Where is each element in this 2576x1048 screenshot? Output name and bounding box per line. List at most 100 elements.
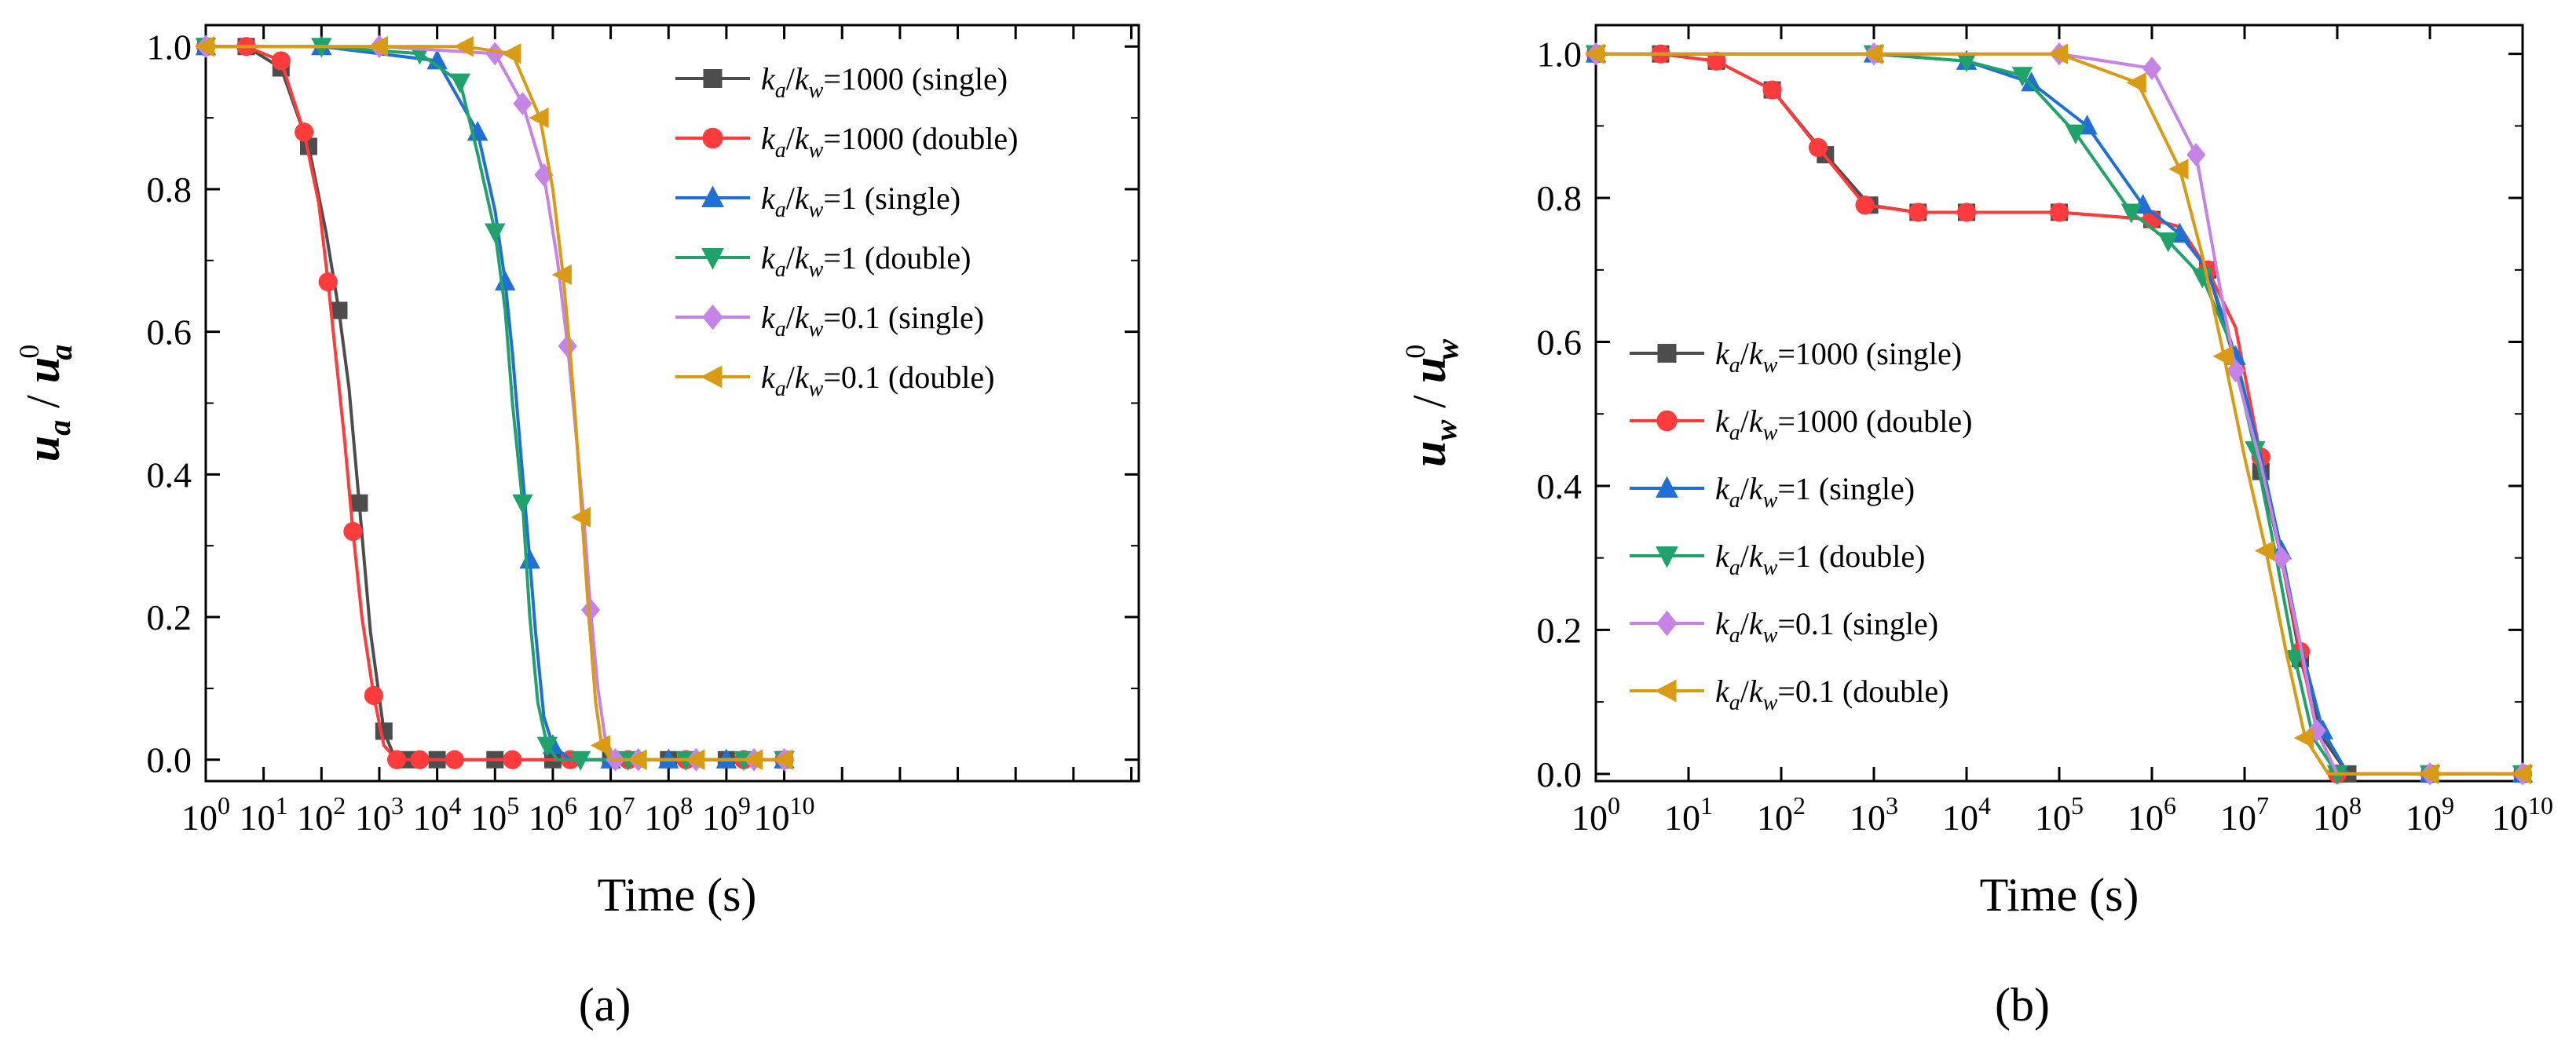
x-axis-title: Time (s) [1980, 869, 2139, 921]
y-tick-label: 0.0 [147, 740, 192, 780]
data-point [2271, 546, 2292, 570]
data-point [318, 272, 338, 292]
data-point [2511, 763, 2531, 785]
series-line [1596, 52, 2523, 776]
data-point [1908, 203, 1928, 222]
x-tick-label: 1010 [754, 791, 815, 838]
series-5 [194, 36, 793, 770]
data-point [495, 270, 516, 291]
x-tick-label: 105 [2035, 791, 2084, 838]
data-point [343, 521, 363, 542]
x-tick-label: 102 [297, 791, 346, 838]
x-axis-title: Time (s) [598, 869, 757, 921]
data-point [570, 506, 591, 528]
data-point [551, 264, 572, 286]
y-tick-label: 1.0 [147, 27, 192, 67]
data-point [2186, 143, 2206, 166]
x-tick-label: 107 [587, 791, 635, 838]
legend-marker [1654, 679, 1677, 703]
series-4 [196, 35, 794, 772]
data-point [364, 685, 383, 706]
data-point [299, 137, 317, 155]
series-2 [195, 35, 795, 769]
series-1 [196, 37, 794, 769]
x-tick-label: 105 [470, 791, 519, 838]
series-line [1596, 52, 2523, 776]
legend-label: ka/kw=1000 (single) [761, 61, 1008, 103]
data-point [503, 750, 522, 769]
x-tick-label: 1010 [2492, 791, 2553, 838]
series-line [206, 45, 785, 761]
data-point [513, 92, 532, 115]
data-point [368, 36, 388, 57]
x-tick-label: 109 [702, 791, 751, 838]
series-line [1596, 52, 2523, 776]
series-line [206, 45, 785, 761]
data-point [2293, 727, 2314, 749]
data-point [2245, 441, 2266, 462]
data-point [529, 107, 549, 129]
legend-label: ka/kw=0.1 (single) [761, 300, 984, 341]
x-tick-label: 102 [1757, 791, 1806, 838]
x-tick-label: 108 [644, 791, 693, 838]
data-point [536, 736, 558, 757]
data-point [2418, 763, 2439, 785]
legend-marker [702, 304, 723, 330]
x-tick-label: 107 [2220, 791, 2269, 838]
data-point [194, 36, 214, 57]
data-point [1956, 203, 1977, 222]
series-line [1596, 52, 2523, 776]
data-point [2285, 650, 2306, 670]
x-tick-label: 100 [181, 791, 230, 838]
data-point [773, 749, 793, 770]
legend-label: ka/kw=0.1 (single) [1715, 606, 1938, 648]
series-5 [1584, 43, 2531, 785]
data-point [2126, 72, 2146, 93]
y-tick-label: 1.0 [1537, 35, 1583, 75]
data-point [558, 334, 577, 358]
x-tick-label: 108 [2313, 791, 2362, 838]
x-tick-label: 103 [355, 791, 404, 838]
data-point [2049, 203, 2069, 222]
data-point [426, 49, 448, 70]
data-point [1707, 51, 1726, 71]
y-tick-label: 0.8 [1537, 178, 1583, 218]
data-point [453, 36, 474, 57]
x-tick-label: 106 [2128, 791, 2176, 838]
x-tick-label: 106 [529, 791, 577, 838]
x-tick-label: 100 [1572, 791, 1620, 838]
data-point [2065, 124, 2086, 144]
legend-marker [703, 69, 723, 88]
data-point [2021, 71, 2042, 92]
data-point [2157, 232, 2179, 253]
legend-label: ka/kw=1 (double) [1715, 539, 1925, 580]
y-tick-label: 0.4 [147, 455, 192, 495]
y-tick-label: 0.2 [147, 597, 192, 637]
y-tick-label: 0.4 [1537, 466, 1583, 506]
x-tick-label: 104 [1942, 791, 1991, 838]
legend-marker [700, 365, 723, 389]
data-point [485, 223, 506, 243]
legend-label: ka/kw=1 (double) [761, 240, 971, 282]
data-point [330, 301, 348, 320]
legend-marker [1656, 410, 1678, 432]
data-point [1808, 137, 1828, 158]
x-tick-label: 101 [1664, 791, 1713, 838]
data-point [2011, 67, 2033, 87]
legend-marker [1656, 476, 1678, 498]
x-tick-label: 103 [1850, 791, 1898, 838]
data-point [512, 494, 533, 514]
data-point [2212, 345, 2233, 367]
data-point [1584, 43, 1605, 64]
data-point [2142, 57, 2162, 80]
data-point [627, 749, 647, 770]
data-point [501, 43, 521, 64]
data-point [1862, 43, 1883, 64]
data-point [2254, 540, 2275, 561]
data-point [1762, 80, 1782, 100]
legend-label: ka/kw=0.1 (double) [1715, 674, 1948, 715]
legend-marker [1656, 546, 1678, 568]
data-point [375, 722, 393, 740]
data-point [271, 51, 291, 71]
series-line [206, 45, 785, 761]
